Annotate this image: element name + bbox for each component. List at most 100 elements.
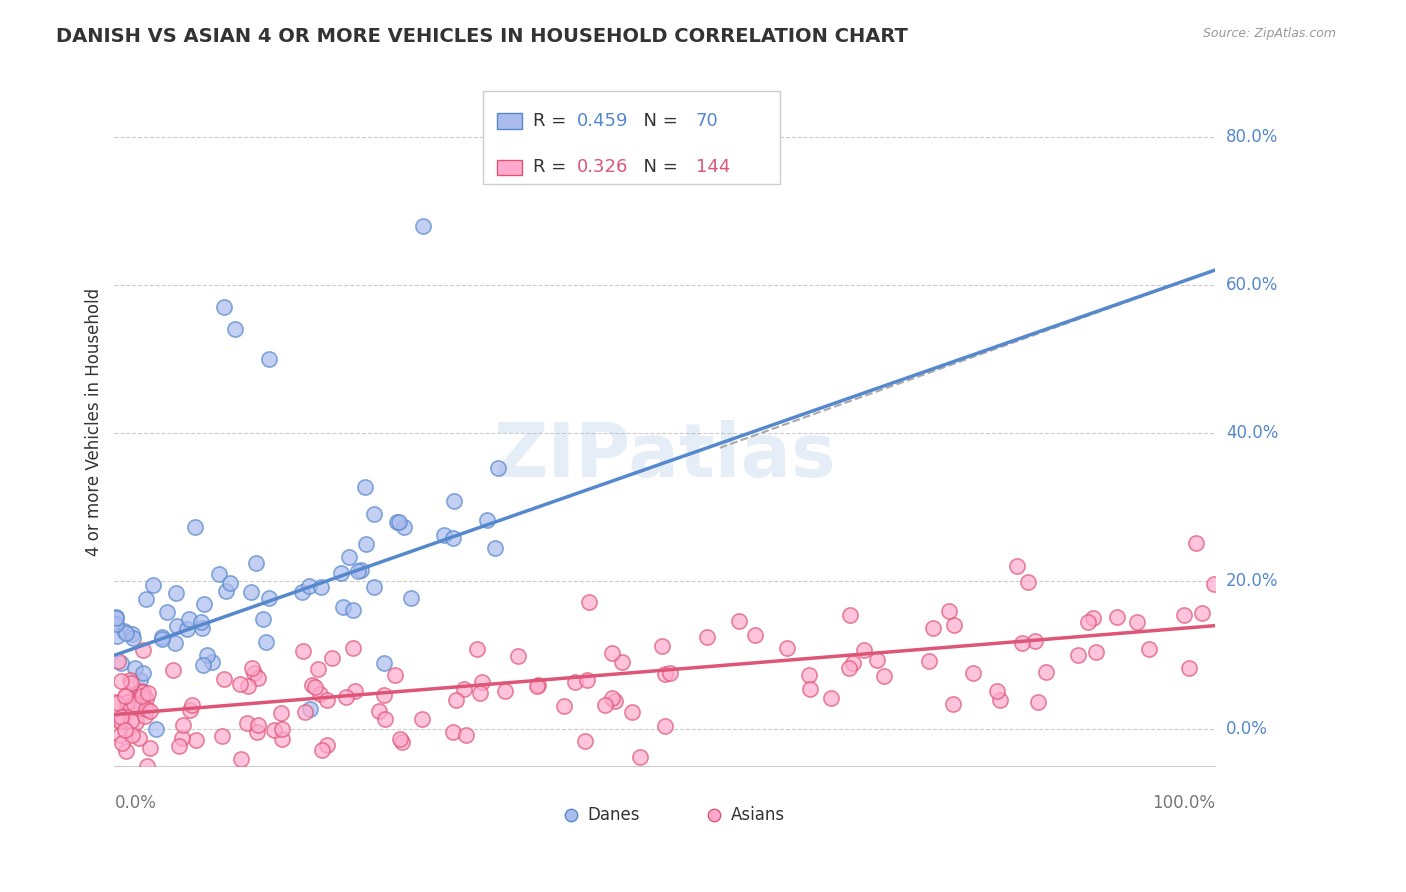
Point [938, 604, 960, 618]
Point [866, 653, 889, 667]
Text: 80.0%: 80.0% [1226, 128, 1278, 145]
Point [172, 731, 194, 745]
Point [578, 594, 600, 608]
Point [195, 648, 218, 662]
Point [651, 640, 673, 654]
Point [114, 723, 136, 737]
Point [127, 701, 149, 715]
Point [110, 709, 132, 723]
Text: 70: 70 [696, 112, 718, 130]
Point [110, 673, 132, 688]
Point [135, 592, 157, 607]
Point [190, 615, 212, 629]
Point [136, 759, 159, 773]
Point [191, 621, 214, 635]
Point [391, 735, 413, 749]
Point [129, 697, 152, 711]
Point [117, 695, 139, 709]
Point [342, 602, 364, 616]
Point [475, 513, 498, 527]
Point [240, 661, 263, 675]
Text: 144: 144 [696, 159, 730, 177]
Point [291, 585, 314, 599]
Point [574, 733, 596, 747]
Point [108, 714, 131, 728]
Text: Danes: Danes [588, 805, 640, 823]
Point [342, 640, 364, 655]
Point [108, 728, 131, 742]
Point [962, 666, 984, 681]
Point [471, 675, 494, 690]
Point [454, 728, 477, 742]
Point [169, 739, 191, 753]
Point [257, 591, 280, 606]
Point [214, 300, 236, 314]
Text: 40.0%: 40.0% [1226, 424, 1278, 442]
Point [356, 537, 378, 551]
Point [988, 693, 1011, 707]
Point [468, 686, 491, 700]
Point [252, 612, 274, 626]
Point [1083, 610, 1105, 624]
Point [104, 610, 127, 624]
Point [150, 630, 173, 644]
Point [412, 219, 434, 233]
Point [129, 673, 152, 688]
Point [129, 684, 152, 698]
Point [1178, 661, 1201, 675]
Point [335, 690, 357, 705]
Text: 0.0%: 0.0% [114, 794, 156, 812]
Point [411, 713, 433, 727]
Point [120, 714, 142, 728]
Point [1137, 641, 1160, 656]
FancyBboxPatch shape [484, 91, 780, 185]
Point [114, 690, 136, 704]
Point [166, 618, 188, 632]
Point [486, 460, 509, 475]
Point [1084, 645, 1107, 659]
Point [304, 681, 326, 695]
Point [385, 515, 408, 529]
Point [107, 654, 129, 668]
Point [191, 658, 214, 673]
Point [270, 722, 292, 736]
Point [124, 660, 146, 674]
Point [392, 519, 415, 533]
Point [346, 564, 368, 578]
Point [299, 702, 322, 716]
Point [443, 725, 465, 739]
Point [121, 627, 143, 641]
Point [344, 684, 367, 698]
Point [603, 694, 626, 708]
Point [389, 732, 412, 747]
Point [373, 656, 395, 670]
Point [776, 641, 799, 656]
Point [139, 704, 162, 718]
Point [181, 698, 204, 713]
Point [111, 736, 134, 750]
Point [610, 655, 633, 669]
Point [122, 691, 145, 706]
Point [211, 729, 233, 743]
Point [136, 685, 159, 699]
Point [224, 322, 246, 336]
Text: Asians: Asians [731, 805, 785, 823]
Point [139, 741, 162, 756]
Point [212, 672, 235, 686]
Point [526, 678, 548, 692]
Point [1076, 615, 1098, 629]
Point [315, 693, 337, 707]
Point [110, 714, 132, 729]
Point [621, 705, 644, 719]
Point [271, 731, 294, 746]
Point [135, 692, 157, 706]
Point [600, 690, 623, 705]
Point [172, 717, 194, 731]
Point [165, 586, 187, 600]
Point [301, 678, 323, 692]
Point [128, 731, 150, 745]
Point [329, 566, 352, 580]
Point [184, 520, 207, 534]
Text: 60.0%: 60.0% [1226, 276, 1278, 293]
Point [135, 702, 157, 716]
